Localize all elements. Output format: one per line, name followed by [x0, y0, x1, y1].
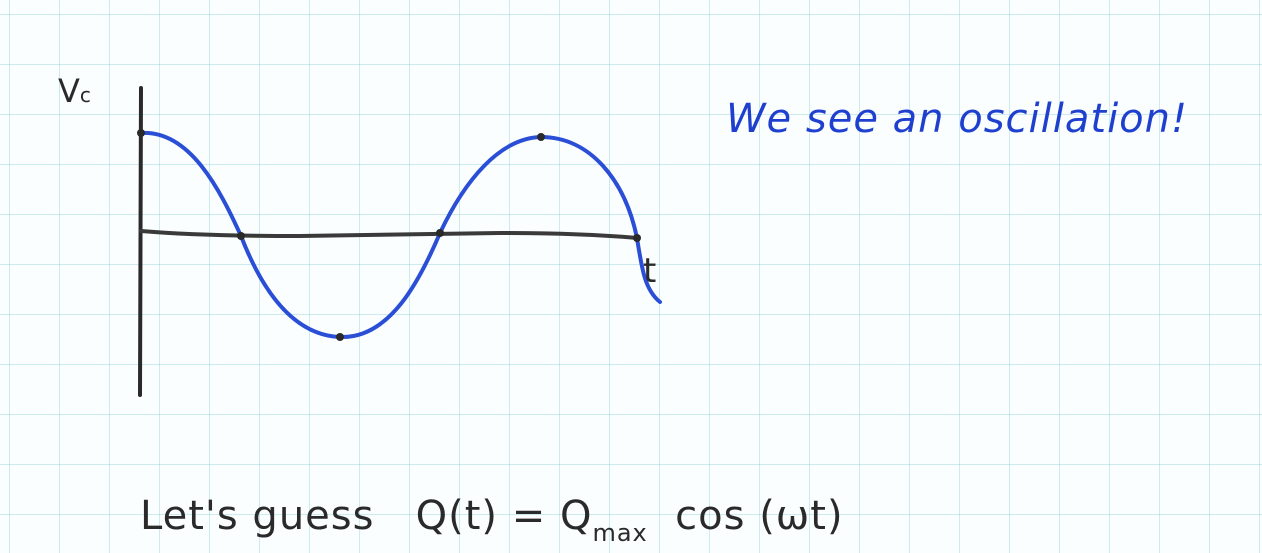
- y-axis-label: Vc: [58, 72, 91, 110]
- max-point-2: [537, 133, 545, 141]
- guess-sub: max: [592, 519, 648, 547]
- guess-prefix: Let's guess: [140, 493, 375, 539]
- guess-rhs: cos (ωt): [675, 493, 844, 539]
- min-point: [336, 333, 344, 341]
- zero-crossing-3: [633, 234, 641, 242]
- x-axis-label: t: [643, 251, 657, 291]
- guess-lhs: Q(t) = Q: [415, 493, 593, 539]
- zero-crossing-1: [237, 232, 245, 240]
- guess-equation: Let's guess Q(t) = Qmax cos (ωt): [140, 493, 844, 547]
- x-axis: [139, 229, 639, 240]
- y-axis: [138, 86, 143, 397]
- zero-crossing-2: [436, 229, 444, 237]
- max-point-1: [137, 129, 145, 137]
- oscillation-note: We see an oscillation!: [726, 96, 1189, 142]
